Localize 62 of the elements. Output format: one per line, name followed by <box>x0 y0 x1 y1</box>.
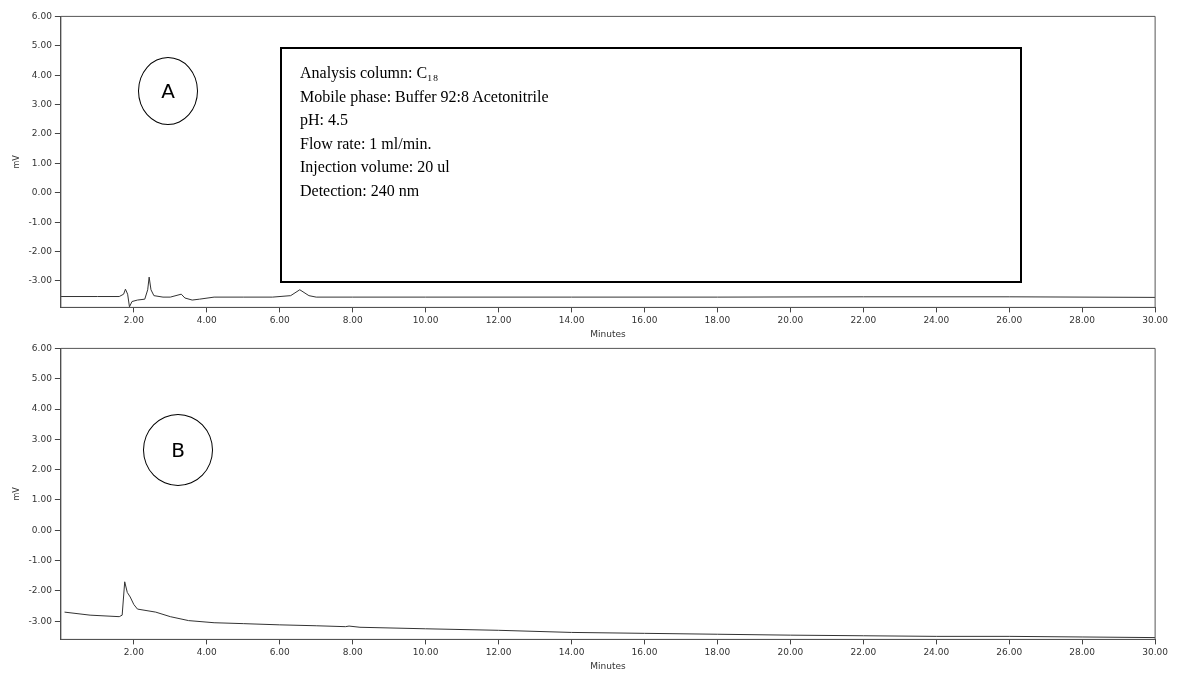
x-tick-label: 8.00 <box>342 315 363 326</box>
x-tick-label: 4.00 <box>196 315 218 326</box>
x-tick-label: 14.00 <box>558 315 585 326</box>
x-tick-label: 28.00 <box>1069 315 1096 326</box>
annotation: Injection volume: 20 ul <box>300 157 451 178</box>
y-axis-title: mV <box>11 154 21 169</box>
x-tick-label: 8.00 <box>342 647 363 658</box>
x-tick-label: 18.00 <box>704 647 731 658</box>
x-tick-label: 28.00 <box>1069 647 1096 658</box>
x-tick-label: 14.00 <box>558 647 585 658</box>
y-tick-label: 5.00 <box>31 373 53 384</box>
x-tick-label: 26.00 <box>996 647 1023 658</box>
x-axis-title: Minutes <box>590 328 627 339</box>
y-tick-label: -1.00 <box>28 554 53 565</box>
x-tick-label: 24.00 <box>923 315 950 326</box>
y-tick-label: 6.00 <box>31 10 53 21</box>
y-tick-label: 2.00 <box>31 128 53 139</box>
x-tick-label: 2.00 <box>123 647 145 658</box>
x-tick-label: 2.00 <box>123 315 145 326</box>
y-tick-label: -2.00 <box>28 585 53 596</box>
x-tick-label: 18.00 <box>704 315 731 326</box>
x-tick-label: 6.00 <box>269 647 291 658</box>
y-tick-label: -2.00 <box>28 245 53 256</box>
y-tick-label: 2.00 <box>31 463 53 474</box>
y-tick-label: 1.00 <box>31 157 53 168</box>
y-tick-label: 0.00 <box>31 524 53 535</box>
x-tick-label: 30.00 <box>1142 647 1169 658</box>
x-tick-label: 12.00 <box>485 647 512 658</box>
x-tick-label: 12.00 <box>485 315 512 326</box>
x-tick-label: 26.00 <box>996 315 1023 326</box>
x-tick-label: 16.00 <box>631 315 658 326</box>
annotation: Flow rate: 1 ml/min. <box>300 133 433 154</box>
y-tick-label: 3.00 <box>31 98 53 109</box>
x-tick-label: 30.00 <box>1142 315 1169 326</box>
x-tick-label: 4.00 <box>196 647 218 658</box>
annotation: Detection: 240 nm <box>300 180 421 201</box>
y-tick-label: -3.00 <box>28 615 53 626</box>
annotation: pH: 4.5 <box>300 110 349 131</box>
y-tick-label: 5.00 <box>31 40 53 51</box>
y-tick-label: 4.00 <box>31 403 53 414</box>
x-tick-label: 24.00 <box>923 647 950 658</box>
y-tick-label: -1.00 <box>28 216 53 227</box>
annotation: B <box>171 438 185 462</box>
annotation: Analysis column: C₁₈ <box>300 63 440 84</box>
y-tick-label: 4.00 <box>31 69 53 80</box>
x-tick-label: 10.00 <box>412 647 439 658</box>
y-tick-label: 3.00 <box>31 433 53 444</box>
x-tick-label: 22.00 <box>850 315 877 326</box>
y-tick-label: 6.00 <box>31 342 53 353</box>
y-tick-label: -3.00 <box>28 275 53 286</box>
x-tick-label: 20.00 <box>777 315 804 326</box>
annotation: A <box>161 79 175 103</box>
y-tick-label: 1.00 <box>31 494 53 505</box>
x-tick-label: 22.00 <box>850 647 877 658</box>
annotation: Mobile phase: Buffer 92:8 Acetonitrile <box>300 86 550 108</box>
x-axis-title: Minutes <box>590 660 627 671</box>
y-axis-title: mV <box>11 486 21 501</box>
y-tick-label: 0.00 <box>31 187 53 198</box>
x-tick-label: 20.00 <box>777 647 804 658</box>
x-tick-label: 16.00 <box>631 647 658 658</box>
x-tick-label: 10.00 <box>412 315 439 326</box>
x-tick-label: 6.00 <box>269 315 291 326</box>
